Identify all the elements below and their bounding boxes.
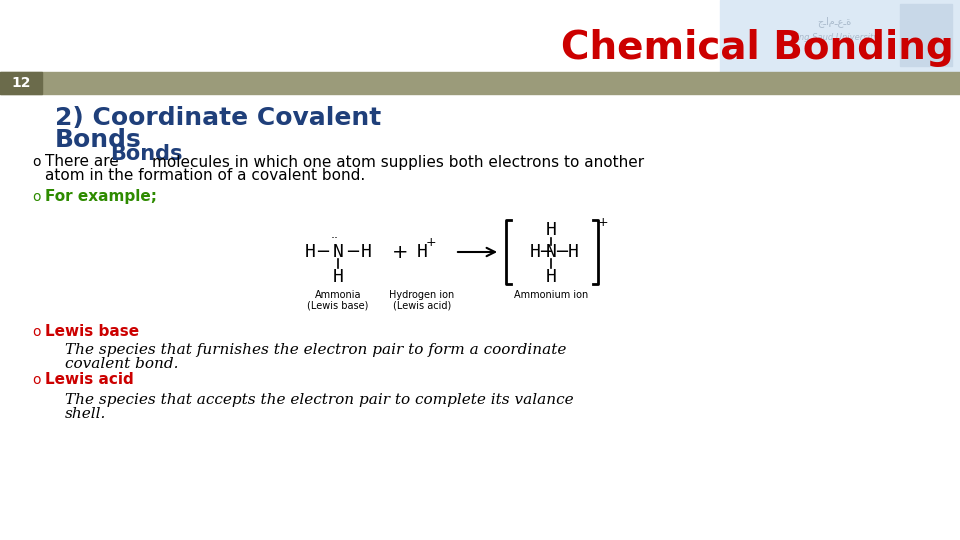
Text: The species that accepts the electron pair to complete its valance: The species that accepts the electron pa…	[65, 393, 574, 407]
Text: H: H	[530, 243, 540, 261]
Text: Bonds: Bonds	[110, 144, 182, 164]
Bar	[0, 72, 42, 94]
Text: The species that furnishes the electron pair to form a coordinate: The species that furnishes the electron …	[65, 343, 566, 357]
Text: +: +	[598, 215, 609, 228]
Text: Lewis base: Lewis base	[45, 325, 139, 340]
Text: covalent bond.: covalent bond.	[65, 357, 179, 371]
Bar	[720, 0, 960, 72]
Text: Ammonium ion: Ammonium ion	[514, 290, 588, 300]
Text: (Lewis acid): (Lewis acid)	[393, 300, 451, 310]
Text: H: H	[332, 268, 344, 286]
Text: atom in the formation of a covalent bond.: atom in the formation of a covalent bond…	[45, 168, 365, 184]
Text: −: −	[316, 243, 330, 261]
Text: H: H	[545, 268, 557, 286]
Text: −: −	[555, 243, 569, 261]
Text: H: H	[545, 221, 557, 239]
Text: o: o	[32, 373, 40, 387]
Text: molecules in which one atom supplies both electrons to another: molecules in which one atom supplies bot…	[152, 154, 644, 170]
Text: o: o	[32, 190, 40, 204]
Text: 2) Coordinate Covalent: 2) Coordinate Covalent	[55, 106, 381, 130]
Text: −: −	[346, 243, 361, 261]
Text: +: +	[425, 237, 436, 249]
Text: N: N	[332, 243, 344, 261]
Text: H: H	[361, 243, 372, 261]
Text: For example;: For example;	[45, 190, 157, 205]
Text: H: H	[417, 243, 427, 261]
Text: o: o	[32, 155, 40, 169]
Text: o: o	[32, 325, 40, 339]
Text: Bonds: Bonds	[55, 128, 142, 152]
Text: King Saud University: King Saud University	[791, 33, 878, 43]
Bar	[900, 4, 952, 66]
Text: Hydrogen ion: Hydrogen ion	[390, 290, 455, 300]
Text: Lewis acid: Lewis acid	[45, 373, 133, 388]
Text: (Lewis base): (Lewis base)	[307, 300, 369, 310]
Text: جـامـعـة: جـامـعـة	[818, 17, 852, 28]
FancyArrowPatch shape	[458, 248, 495, 256]
Text: 12: 12	[12, 76, 31, 90]
Text: +: +	[392, 242, 408, 261]
Text: Chemical Bonding: Chemical Bonding	[562, 29, 954, 67]
Text: H: H	[567, 243, 579, 261]
Text: −: −	[539, 243, 554, 261]
Text: N: N	[545, 243, 557, 261]
Bar	[0, 72, 960, 94]
Text: There are: There are	[45, 154, 124, 170]
Text: H: H	[304, 243, 316, 261]
Text: ··: ··	[331, 233, 339, 246]
Text: shell.: shell.	[65, 407, 107, 421]
Text: Ammonia: Ammonia	[315, 290, 361, 300]
